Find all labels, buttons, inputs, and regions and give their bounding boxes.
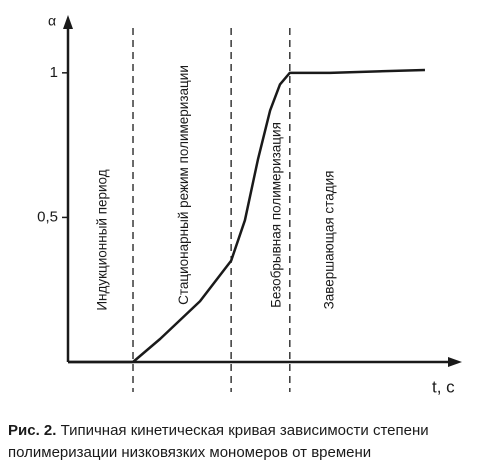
caption-text: Типичная кинетическая кривая зависимости… [8, 422, 429, 461]
y-tick-label: 1 [50, 64, 58, 81]
y-axis-arrow [63, 15, 73, 29]
stage-label: Индукционный период [94, 169, 109, 310]
x-axis-label: t, c [432, 377, 455, 396]
y-tick-label: 0,5 [37, 208, 58, 225]
y-axis-label: α [48, 13, 56, 29]
stage-label: Завершающая стадия [322, 171, 337, 310]
curve [68, 68, 426, 364]
chart: α t, c 0,5 1 Индукционный период Стационарный… [37, 13, 462, 396]
caption-label: Рис. 2. [8, 422, 57, 439]
caption: Рис. 2. Типичная кинетическая кривая зав… [8, 420, 488, 464]
stage-label: Стационарный режим полимеризации [176, 65, 191, 305]
stage-label: Безобрывная полимеризация [268, 122, 283, 308]
x-axis-arrow [448, 357, 462, 367]
